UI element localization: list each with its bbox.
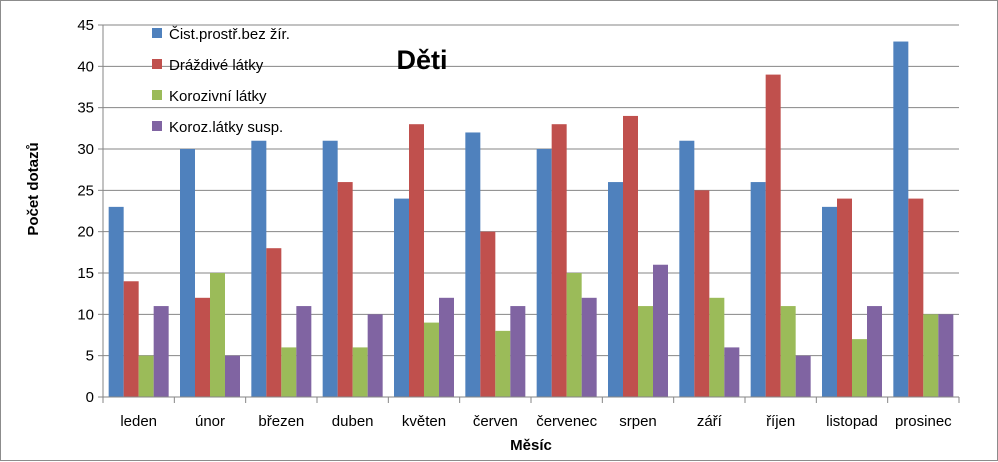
bar-4-březen (296, 306, 312, 397)
chart-title: Děti (396, 45, 447, 75)
legend-label: Čist.prostř.bez žír. (169, 26, 290, 43)
legend-swatch (152, 121, 162, 131)
bar-1-srpen (608, 182, 623, 397)
bar-4-únor (225, 355, 240, 397)
bar-1-červenec (536, 149, 552, 397)
bar-1-březen (251, 140, 267, 397)
bar-3-září (709, 297, 725, 397)
bar-2-květen (409, 124, 424, 397)
x-axis-title: Měsíc (510, 437, 552, 454)
bar-2-září (694, 190, 710, 397)
y-tick-label: 10 (77, 306, 94, 323)
legend-swatch (152, 90, 162, 100)
legend-label: Koroz.látky susp. (169, 119, 283, 136)
bar-2-červen (480, 231, 496, 397)
bar-3-leden (138, 355, 154, 397)
bar-3-květen (424, 322, 439, 397)
legend-label: Korozivní látky (169, 88, 267, 105)
y-tick-label: 25 (77, 182, 94, 199)
x-tick-label: říjen (766, 413, 795, 430)
bar-3-prosinec (923, 314, 939, 397)
y-tick-label: 35 (77, 100, 94, 117)
bar-1-únor (180, 149, 195, 397)
y-tick-label: 5 (86, 348, 94, 365)
y-tick-label: 20 (77, 224, 94, 241)
x-tick-label: květen (402, 413, 446, 430)
x-tick-label: září (697, 413, 723, 430)
y-tick-label: 40 (77, 58, 94, 75)
grid-lines (103, 24, 959, 357)
legend-label: Dráždivé látky (169, 57, 264, 74)
bar-2-březen (266, 248, 282, 397)
bar-4-listopad (867, 306, 882, 397)
legend: Čist.prostř.bez žír. Dráždivé látky Korozi… (152, 26, 290, 136)
bar-3-únor (210, 273, 225, 397)
bar-2-prosinec (908, 198, 924, 397)
bar-1-říjen (750, 182, 766, 397)
y-tick-label: 0 (86, 389, 94, 406)
y-tick-label: 30 (77, 141, 94, 158)
bar-2-červenec (551, 124, 567, 397)
bar-2-únor (195, 297, 210, 397)
y-tick-labels: 0 5 10 15 20 25 30 35 40 45 (77, 17, 103, 406)
bar-4-prosinec (938, 314, 954, 397)
bar-3-duben (352, 347, 368, 397)
x-tick-label: listopad (826, 413, 878, 430)
bar-1-duben (322, 140, 338, 397)
bar-1-květen (394, 198, 409, 397)
bar-2-leden (123, 281, 139, 397)
y-tick-label: 45 (77, 17, 94, 34)
x-tick-label: duben (332, 413, 374, 430)
bar-4-červenec (581, 297, 597, 397)
bars (108, 41, 954, 398)
bar-4-leden (153, 306, 169, 397)
bar-4-duben (367, 314, 383, 397)
bar-3-červen (495, 330, 511, 397)
y-axis-title: Počet dotazů (25, 142, 42, 235)
bar-1-listopad (822, 206, 837, 397)
bar-2-duben (337, 182, 353, 397)
x-tick-label: červenec (536, 413, 597, 430)
bar-4-říjen (795, 355, 811, 397)
bar-4-září (724, 347, 740, 397)
x-tick-label: červen (473, 413, 518, 430)
bar-3-červenec (566, 273, 582, 397)
x-tick-label: únor (195, 413, 225, 430)
legend-swatch (152, 28, 162, 38)
y-tick-label: 15 (77, 265, 94, 282)
bar-2-srpen (623, 115, 638, 397)
bar-2-listopad (837, 198, 852, 397)
bar-3-srpen (638, 306, 653, 397)
bar-4-květen (439, 297, 454, 397)
bar-3-říjen (780, 306, 796, 397)
bar-2-říjen (765, 74, 781, 397)
x-tick-label: prosinec (895, 413, 952, 430)
bar-3-březen (281, 347, 297, 397)
bar-1-červen (465, 132, 481, 397)
bar-1-září (679, 140, 695, 397)
x-tick-label: srpen (619, 413, 657, 430)
x-tick-label: leden (120, 413, 157, 430)
bar-4-srpen (653, 264, 668, 397)
bar-1-leden (108, 206, 124, 397)
bar-1-prosinec (893, 41, 909, 398)
x-tick-labels: leden únor březen duben květen červen červenec… (102, 397, 960, 430)
bar-4-červen (510, 306, 526, 397)
bar-3-listopad (852, 339, 867, 397)
x-tick-label: březen (258, 413, 304, 430)
legend-swatch (152, 59, 162, 69)
